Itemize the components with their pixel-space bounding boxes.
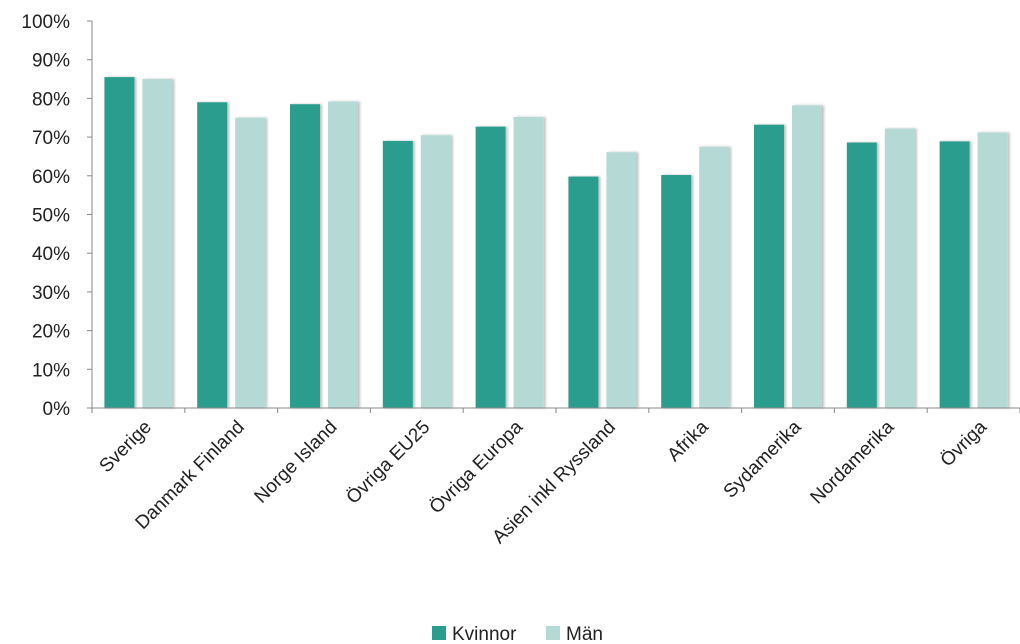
bar-kvinnor-7 — [754, 124, 784, 408]
y-tick-label: 50% — [32, 206, 70, 227]
y-tick-label: 80% — [32, 89, 70, 110]
y-axis: 0% 10% 20% 30% 40% 50% 60% 70% 80% 90% 100% — [21, 12, 93, 420]
y-tick-label: 10% — [32, 360, 70, 381]
bar-kvinnor-3 — [382, 140, 413, 408]
legend-label-man: Män — [566, 624, 603, 644]
x-tick-label: Nordamerika — [807, 416, 899, 508]
bar-man-5 — [606, 152, 637, 408]
legend-swatch-kvinnor — [432, 626, 446, 640]
y-tick-label: 20% — [32, 322, 70, 343]
legend-label-kvinnor: Kvinnor — [452, 624, 517, 644]
legend-swatch-man — [546, 626, 560, 640]
bar-kvinnor-2 — [290, 104, 320, 408]
y-tick-label: 60% — [32, 167, 70, 188]
bar-man-9 — [977, 132, 1008, 408]
bar-man-4 — [513, 116, 544, 408]
x-tick-label: Övriga — [937, 416, 992, 471]
bar-kvinnor-1 — [197, 102, 228, 409]
x-tick-label: Sverige — [96, 417, 156, 477]
y-tick-label: 30% — [32, 283, 70, 304]
bars — [104, 77, 1008, 409]
x-tick-label: Sydamerika — [720, 416, 806, 502]
bar-kvinnor-6 — [661, 175, 692, 408]
y-tick-label: 90% — [32, 51, 70, 72]
bar-man-1 — [235, 117, 266, 408]
y-tick-label: 70% — [32, 128, 70, 149]
bar-kvinnor-4 — [475, 126, 506, 408]
x-tick-label: Afrika — [664, 416, 713, 465]
y-tick-label: 0% — [43, 399, 71, 420]
x-tick-label: Övriga Europa — [426, 416, 528, 518]
bar-man-0 — [142, 79, 173, 409]
bar-man-3 — [420, 135, 451, 409]
bar-kvinnor-0 — [104, 77, 135, 409]
bar-man-6 — [699, 146, 730, 408]
bar-man-7 — [792, 105, 822, 408]
x-tick-label: Övriga EU25 — [343, 417, 435, 509]
y-tick-label: 100% — [21, 12, 70, 33]
bar-man-8 — [884, 128, 915, 408]
bar-kvinnor-9 — [939, 141, 970, 408]
y-tick-label: 40% — [32, 244, 70, 265]
bar-kvinnor-5 — [568, 176, 599, 408]
bar-man-2 — [328, 101, 358, 408]
bar-kvinnor-8 — [846, 142, 877, 408]
legend: Kvinnor Män — [432, 624, 603, 644]
x-tick-label: Norge Island — [251, 417, 342, 508]
